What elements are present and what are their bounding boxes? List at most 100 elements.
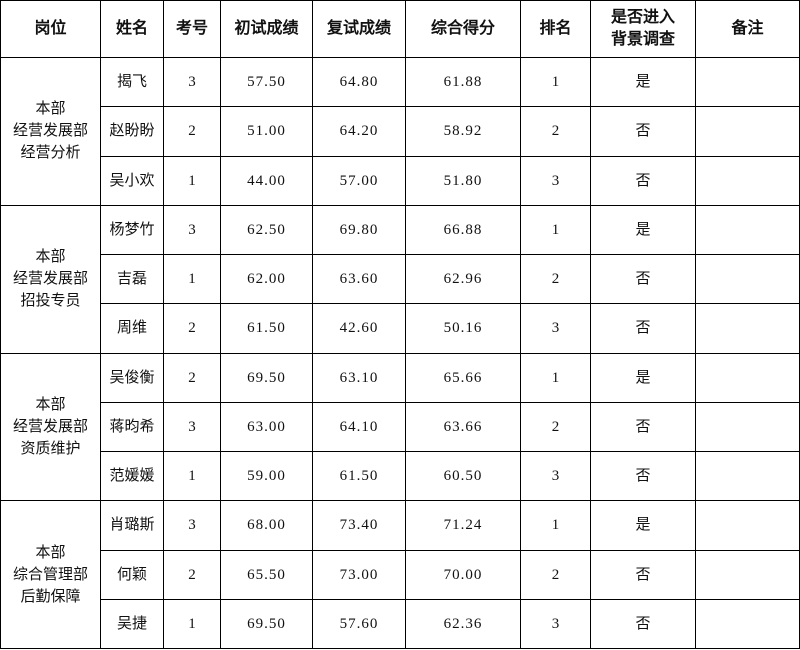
cell-text: 否 — [635, 468, 651, 485]
cell-text: 61.50 — [247, 320, 286, 337]
data-cell: 57.50 — [220, 56, 313, 108]
cell-text: 吴捷 — [116, 615, 147, 632]
data-cell: 3 — [520, 598, 591, 650]
data-cell: 否 — [590, 598, 696, 650]
data-cell: 吉磊 — [100, 253, 164, 305]
data-cell: 69.50 — [220, 598, 313, 650]
cell-text: 51.00 — [247, 123, 286, 140]
data-cell: 范媛媛 — [100, 450, 164, 502]
cell-text: 3 — [551, 468, 560, 485]
position-cell: 本部 经营发展部 招投专员 — [0, 204, 101, 354]
data-cell: 65.50 — [220, 549, 313, 600]
data-cell: 63.60 — [312, 253, 406, 305]
cell-text: 揭飞 — [116, 74, 147, 91]
data-cell: 3 — [163, 401, 221, 453]
data-cell: 68.00 — [220, 500, 313, 551]
cell-text: 2 — [188, 369, 196, 386]
remark-cell — [695, 303, 800, 354]
cell-text: 肖璐斯 — [109, 517, 155, 534]
cell-text: 60.50 — [443, 468, 483, 485]
cell-text: 63.60 — [339, 271, 379, 288]
cell-text: 3 — [551, 615, 560, 632]
cell-text: 3 — [188, 221, 196, 238]
remark-cell — [695, 56, 800, 108]
cell-text: 杨梦竹 — [109, 221, 155, 238]
data-cell: 73.40 — [312, 500, 406, 551]
data-cell: 1 — [163, 598, 221, 650]
data-row: 本部 综合管理部 后勤保障 肖璐斯 3 68.00 73.40 71.24 1 是 — [0, 500, 800, 649]
data-cell: 69.50 — [220, 352, 313, 403]
cell-text: 否 — [635, 123, 651, 140]
position-text: 本部 — [35, 544, 66, 561]
header-text: 复试成绩 — [326, 20, 391, 37]
data-cell: 否 — [590, 549, 696, 600]
data-cell: 71.24 — [405, 500, 521, 551]
cell-text: 42.60 — [339, 320, 379, 337]
cell-text: 1 — [551, 517, 560, 534]
remark-cell — [695, 450, 800, 502]
cell-text: 是 — [635, 74, 651, 91]
position-text: 经营发展部 — [12, 123, 88, 140]
data-cell: 赵盼盼 — [100, 106, 164, 157]
remark-cell — [695, 401, 800, 453]
cell-text: 2 — [551, 566, 560, 583]
position-cell: 本部 综合管理部 后勤保障 — [0, 500, 101, 649]
data-cell: 2 — [163, 106, 221, 157]
data-cell: 1 — [520, 56, 591, 108]
cell-text: 61.50 — [339, 468, 379, 485]
cell-text: 3 — [188, 74, 196, 91]
cell-text: 蒋昀希 — [109, 418, 155, 435]
data-cell: 杨梦竹 — [100, 204, 164, 256]
cell-text: 59.00 — [247, 468, 286, 485]
data-cell: 是 — [590, 204, 696, 256]
cell-text: 否 — [635, 566, 651, 583]
cell-text: 64.80 — [339, 74, 379, 91]
cell-text: 吴俊衡 — [109, 369, 155, 386]
cell-text: 1 — [188, 615, 196, 632]
remark-cell — [695, 204, 800, 256]
remark-cell — [695, 106, 800, 157]
cell-text: 65.50 — [247, 566, 286, 583]
data-cell: 否 — [590, 253, 696, 305]
data-row: 吴捷 1 69.50 57.60 62.36 3 否 — [1, 598, 800, 650]
position-text: 本部 — [35, 249, 66, 266]
cell-text: 51.80 — [443, 172, 483, 189]
header-cell: 备注 — [695, 0, 800, 58]
cell-text: 57.00 — [339, 172, 379, 189]
data-cell: 2 — [163, 303, 221, 354]
remark-cell — [695, 155, 800, 206]
cell-text: 2 — [551, 418, 560, 435]
position-text: 经营发展部 — [12, 418, 88, 435]
data-cell: 61.50 — [220, 303, 313, 354]
data-cell: 61.50 — [312, 450, 406, 502]
header-text: 背景调查 — [610, 31, 675, 48]
cell-text: 66.88 — [443, 221, 483, 238]
cell-text: 吉磊 — [116, 271, 147, 288]
cell-text: 吴小欢 — [109, 172, 155, 189]
header-text: 综合得分 — [430, 20, 495, 37]
remark-cell — [695, 500, 800, 551]
data-cell: 63.66 — [405, 401, 521, 453]
data-cell: 3 — [520, 303, 591, 354]
cell-text: 68.00 — [247, 517, 286, 534]
data-cell: 是 — [590, 56, 696, 108]
cell-text: 64.20 — [339, 123, 379, 140]
data-cell: 51.00 — [220, 106, 313, 157]
data-cell: 3 — [520, 450, 591, 502]
data-cell: 否 — [590, 303, 696, 354]
cell-text: 61.88 — [443, 74, 483, 91]
data-cell: 63.00 — [220, 401, 313, 453]
cell-text: 何颖 — [116, 566, 147, 583]
data-cell: 否 — [590, 106, 696, 157]
data-cell: 否 — [590, 401, 696, 453]
cell-text: 否 — [635, 320, 651, 337]
cell-text: 70.00 — [443, 566, 483, 583]
data-cell: 73.00 — [312, 549, 406, 600]
remark-cell — [695, 549, 800, 600]
cell-text: 1 — [188, 271, 196, 288]
header-cell: 是否进入 背景调查 — [590, 0, 696, 58]
data-row: 本部 经营发展部 招投专员 杨梦竹 3 62.50 69.80 66.88 1 是 — [0, 204, 800, 354]
cell-text: 73.40 — [339, 517, 379, 534]
position-cell: 本部 经营发展部 资质维护 — [0, 352, 101, 502]
